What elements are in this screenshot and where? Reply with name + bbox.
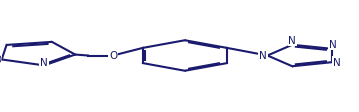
Text: N: N: [333, 58, 341, 68]
Text: N: N: [259, 51, 267, 61]
Text: O: O: [0, 55, 1, 65]
Text: N: N: [328, 40, 336, 50]
Text: N: N: [40, 57, 48, 67]
Text: O: O: [109, 51, 117, 61]
Text: N: N: [288, 36, 296, 46]
